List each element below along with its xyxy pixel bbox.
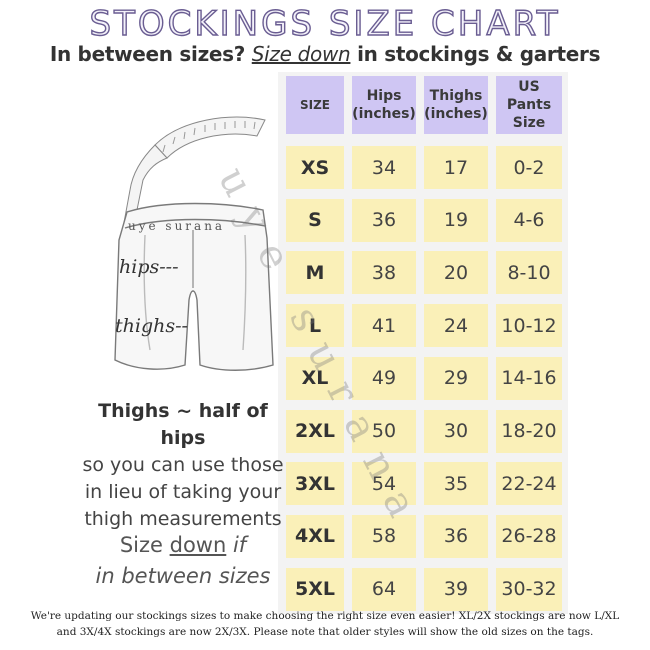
header-size: SIZE — [286, 76, 344, 134]
cell-pants: 4-6 — [496, 198, 562, 242]
cell-hips: 36 — [352, 198, 416, 242]
brand-label: uye surana — [128, 219, 226, 233]
cell-size: S — [286, 198, 344, 242]
subtitle-prefix: In between sizes? — [49, 42, 252, 66]
cell-thighs: 36 — [424, 514, 488, 558]
cell-thighs: 24 — [424, 304, 488, 348]
cell-hips: 64 — [352, 567, 416, 611]
cell-pants: 8-10 — [496, 251, 562, 295]
size-note-down: down — [169, 533, 227, 557]
thighs-note-bold: Thighs ~ half of hips — [98, 400, 268, 449]
thighs-label: thighs-- — [115, 315, 188, 337]
shorts-icon — [114, 202, 274, 371]
subtitle-suffix: in stockings & garters — [350, 42, 601, 66]
subtitle-emphasis: Size down — [251, 42, 351, 66]
cell-thighs: 19 — [424, 198, 488, 242]
size-down-note: Size down if in between sizes — [78, 530, 288, 592]
footer-note: We're updating our stockings sizes to ma… — [30, 610, 620, 638]
cell-size: M — [286, 251, 344, 295]
cell-hips: 34 — [352, 146, 416, 189]
cell-size: 5XL — [286, 567, 344, 611]
size-note-suffix: in between sizes — [95, 564, 271, 588]
cell-pants: 14-16 — [496, 356, 562, 400]
cell-thighs: 20 — [424, 251, 488, 295]
shorts-illustration — [114, 116, 274, 371]
cell-thighs: 30 — [424, 409, 488, 453]
thighs-note: Thighs ~ half of hips so you can use thos… — [78, 398, 288, 533]
cell-thighs: 39 — [424, 567, 488, 611]
subtitle: In between sizes? Size down in stockings… — [0, 42, 650, 66]
cell-hips: 38 — [352, 251, 416, 295]
cell-pants: 10-12 — [496, 304, 562, 348]
cell-hips: 50 — [352, 409, 416, 453]
cell-size: 3XL — [286, 462, 344, 506]
cell-hips: 58 — [352, 514, 416, 558]
cell-size: XS — [286, 146, 344, 189]
cell-pants: 18-20 — [496, 409, 562, 453]
hips-label: hips--- — [119, 256, 179, 278]
cell-thighs: 29 — [424, 356, 488, 400]
page-title: STOCKINGS SIZE CHART — [89, 3, 561, 44]
thighs-note-rest: so you can use those in lieu of taking y… — [82, 454, 284, 530]
cell-pants: 26-28 — [496, 514, 562, 558]
cell-pants: 30-32 — [496, 567, 562, 611]
cell-size: 2XL — [286, 409, 344, 453]
cell-pants: 22-24 — [496, 462, 562, 506]
header-thighs: Thighs (inches) — [424, 76, 488, 134]
size-chart-table: SIZE Hips (inches) Thighs (inches) US Pants… — [278, 72, 568, 614]
size-note-prefix: Size — [119, 533, 170, 557]
header-pants: US Pants Size — [496, 76, 562, 134]
cell-hips: 49 — [352, 356, 416, 400]
cell-hips: 54 — [352, 462, 416, 506]
cell-thighs: 17 — [424, 146, 488, 189]
cell-size: L — [286, 304, 344, 348]
cell-size: 4XL — [286, 514, 344, 558]
size-note-if: if — [226, 533, 247, 557]
cell-thighs: 35 — [424, 462, 488, 506]
cell-pants: 0-2 — [496, 146, 562, 189]
cell-size: XL — [286, 356, 344, 400]
header-hips: Hips (inches) — [352, 76, 416, 134]
cell-hips: 41 — [352, 304, 416, 348]
